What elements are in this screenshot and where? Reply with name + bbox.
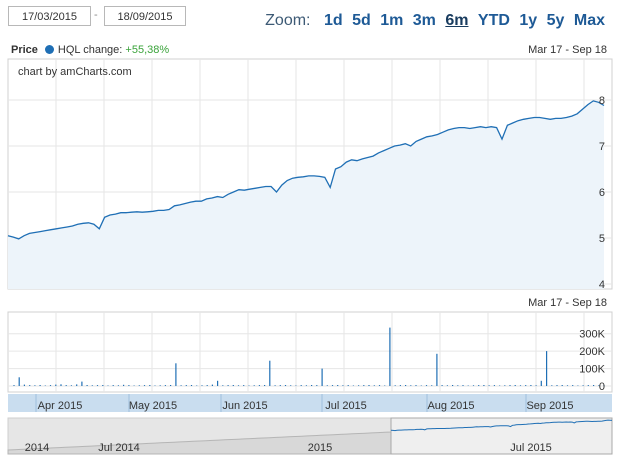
zoom-3m-button[interactable]: 3m <box>412 12 436 29</box>
scrollbar-labels: 2014 Jul 2014 2015 Jul 2015 <box>25 442 552 454</box>
from-date-input[interactable]: 17/03/2015 <box>8 6 91 26</box>
volume-y-tick-label: 200K <box>579 346 605 358</box>
volume-grid <box>8 312 612 392</box>
scrollbar-selection-line <box>390 419 613 432</box>
volume-y-tick-label: 0 <box>599 381 605 393</box>
volume-panel-background <box>7 311 613 393</box>
volume-y-tick-label: 300K <box>579 329 605 341</box>
scrollbar-label: Jul 2015 <box>510 442 552 454</box>
date-axis-label: Sep 2015 <box>526 400 573 412</box>
zoom-1d-button[interactable]: 1d <box>323 12 343 29</box>
price-y-axis: 4 5 6 7 8 <box>599 95 605 291</box>
price-y-tick-label: 4 <box>599 279 605 291</box>
price-y-tick-label: 6 <box>599 187 605 199</box>
chart-credit: chart by amCharts.com <box>18 66 132 78</box>
zoom-max-button[interactable]: Max <box>573 12 605 29</box>
scrollbar-label: Jul 2014 <box>98 442 140 454</box>
zoom-5y-button[interactable]: 5y <box>546 12 565 29</box>
zoom-controls: Zoom: 1d 5d 1m 3m 6m YTD 1y 5y Max <box>265 12 605 30</box>
zoom-1m-button[interactable]: 1m <box>380 12 404 29</box>
zoom-6m-button[interactable]: 6m <box>445 12 469 29</box>
price-line <box>7 100 605 240</box>
zoom-ytd-button[interactable]: YTD <box>477 12 510 29</box>
price-y-tick-label: 5 <box>599 233 605 245</box>
volume-y-tick-label: 100K <box>579 364 605 376</box>
legend: Price HQL change: +55,38% <box>11 44 169 56</box>
legend-change-label: change: <box>83 44 123 56</box>
date-axis: Apr 2015 May 2015 Jun 2015 Jul 2015 Aug 2015… <box>35 394 574 412</box>
to-date-input[interactable]: 18/09/2015 <box>104 6 186 26</box>
price-area <box>8 100 604 290</box>
series-marker-icon <box>44 45 54 54</box>
date-axis-label: Jul 2015 <box>325 400 367 412</box>
zoom-1y-button[interactable]: 1y <box>519 12 538 29</box>
range-label-top: Mar 17 - Sep 18 <box>528 44 607 56</box>
volume-y-axis: 0 100K 200K 300K <box>579 329 605 393</box>
volume-bars <box>13 327 605 386</box>
date-axis-label: Jun 2015 <box>222 400 267 412</box>
scrollbar-label: 2015 <box>308 442 332 454</box>
legend-change-value: +55,38% <box>125 44 170 56</box>
date-axis-band <box>8 394 612 412</box>
legend-symbol: HQL <box>57 44 81 56</box>
price-y-tick-label: 8 <box>599 95 605 107</box>
price-y-tick-label: 7 <box>599 141 605 153</box>
zoom-label: Zoom: <box>265 12 311 29</box>
date-axis-label: May 2015 <box>129 400 177 412</box>
zoom-5d-button[interactable]: 5d <box>352 12 371 29</box>
legend-price-label: Price <box>11 44 38 56</box>
date-axis-label: Aug 2015 <box>427 400 474 412</box>
scrollbar-label: 2014 <box>25 442 49 454</box>
range-label-bottom: Mar 17 - Sep 18 <box>528 297 607 309</box>
date-axis-label: Apr 2015 <box>38 400 83 412</box>
scrollbar-selection[interactable] <box>390 417 613 455</box>
date-separator: - <box>94 9 98 21</box>
